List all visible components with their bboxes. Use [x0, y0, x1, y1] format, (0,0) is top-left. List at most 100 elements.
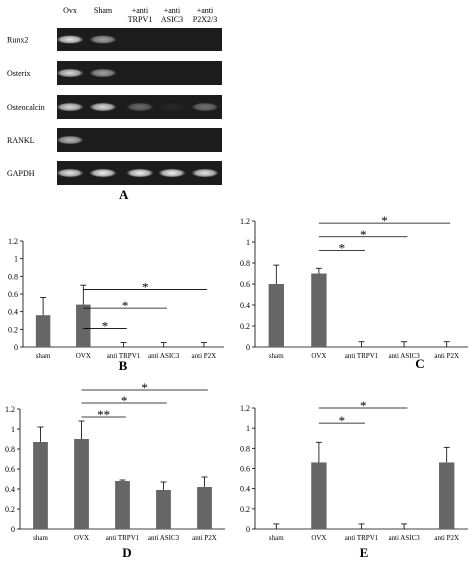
y-tick-label: 1 — [246, 424, 250, 433]
y-tick-label: 0.8 — [240, 259, 250, 268]
x-tick-label: sham — [36, 352, 51, 360]
y-tick-label: 0.6 — [240, 280, 250, 289]
x-tick-label: anti ASIC3 — [148, 534, 180, 542]
bar — [197, 487, 212, 529]
significance-marker: * — [360, 227, 367, 242]
y-tick-label: 0 — [11, 525, 15, 534]
gel-lane-label: +anti ASIC3 — [161, 6, 183, 24]
significance-marker: * — [339, 413, 346, 428]
gel-band — [191, 168, 219, 178]
chart-c: 0 0.2 0.4 0.6 0.8 1 1.2 sham OVX anti TRPV1 anti A… — [240, 213, 468, 371]
bar — [115, 481, 130, 529]
gel-band — [89, 102, 117, 112]
y-tick-label: 0.4 — [240, 301, 250, 310]
gel-band — [89, 35, 117, 44]
x-tick-label: anti TRPV1 — [107, 352, 141, 360]
x-tick-label: anti TRPV1 — [345, 352, 379, 360]
gel-band — [89, 168, 117, 178]
panel-letter: B — [119, 358, 128, 373]
x-tick-label: OVX — [76, 352, 91, 360]
gel-row-background — [57, 128, 222, 152]
bar — [74, 439, 89, 529]
gel-row-background — [57, 61, 222, 85]
bar — [311, 273, 327, 347]
panel-letter: E — [360, 545, 369, 560]
gel-band — [56, 135, 84, 145]
y-tick-label: 0.2 — [8, 325, 18, 334]
significance-marker: ** — [97, 407, 110, 422]
x-tick-label: OVX — [311, 534, 326, 542]
y-tick-label: 0.6 — [5, 465, 15, 474]
chart-d: 0 0.2 0.4 0.6 0.8 1 1.2 sham OVX anti TRPV1 anti A… — [5, 380, 225, 560]
chart-b: 0 0.2 0.4 0.6 0.8 1 1.2 sham OVX anti TRPV1 anti A… — [8, 237, 224, 373]
x-tick-label: sham — [269, 352, 284, 360]
bar — [33, 442, 48, 529]
significance-marker: * — [142, 280, 149, 295]
bar — [156, 490, 171, 529]
gel-image: Ovx Sham +anti TRPV1 +anti ASIC3 +anti P2X2/3 Ru… — [7, 6, 222, 185]
x-tick-label: anti P2X — [192, 352, 217, 360]
bar — [268, 284, 284, 347]
y-tick-label: 0.8 — [8, 272, 18, 281]
y-tick-label: 0.4 — [8, 308, 18, 317]
bar — [76, 304, 91, 347]
y-tick-label: 0.8 — [240, 444, 250, 453]
significance-marker: * — [102, 318, 109, 333]
gel-band — [56, 68, 84, 78]
gel-panel: Ovx Sham +anti TRPV1 +anti ASIC3 +anti P2X2/3 Ru… — [0, 0, 474, 210]
y-tick-label: 1 — [246, 238, 250, 247]
significance-marker: * — [339, 240, 346, 255]
gel-row-label: GAPDH — [7, 169, 35, 178]
x-tick-label: anti P2X — [434, 352, 459, 360]
y-tick-label: 0.2 — [240, 505, 250, 514]
y-tick-label: 0.6 — [8, 290, 18, 299]
gel-lane-label: +anti P2X2/3 — [193, 6, 217, 24]
gel-lane-label: Ovx — [63, 6, 77, 15]
gel-row-background — [57, 28, 222, 51]
gel-lane-label: Sham — [94, 6, 113, 15]
significance-marker: * — [381, 213, 388, 228]
y-tick-label: 1.2 — [240, 404, 250, 413]
gel-row-label: Osterix — [7, 69, 31, 78]
x-tick-label: anti TRPV1 — [106, 534, 140, 542]
gel-row-label: RANKL — [7, 136, 35, 145]
gel-lane-label: +anti TRPV1 — [128, 6, 152, 24]
significance-marker: * — [360, 398, 367, 413]
gel-band — [158, 102, 186, 112]
y-tick-label: 0.8 — [5, 445, 15, 454]
x-tick-label: OVX — [311, 352, 326, 360]
x-tick-label: anti P2X — [192, 534, 217, 542]
x-tick-label: anti TRPV1 — [345, 534, 379, 542]
gel-band — [89, 68, 117, 78]
significance-marker: * — [121, 393, 128, 408]
gel-band — [126, 168, 154, 178]
gel-row-label: Osteocalcin — [7, 103, 45, 112]
x-tick-label: sham — [269, 534, 284, 542]
y-tick-label: 1.2 — [8, 237, 18, 246]
gel-band — [191, 102, 219, 112]
y-tick-label: 1 — [14, 255, 18, 264]
x-tick-label: OVX — [74, 534, 89, 542]
panel-letter-a: A — [119, 187, 129, 202]
x-tick-label: anti P2X — [434, 534, 459, 542]
significance-marker: * — [122, 298, 129, 313]
y-tick-label: 1.2 — [240, 217, 250, 226]
y-tick-label: 0 — [14, 343, 18, 352]
y-tick-label: 0 — [246, 343, 250, 352]
gel-band — [126, 102, 154, 112]
panel-letter: D — [122, 545, 131, 560]
gel-row-label: Runx2 — [7, 36, 28, 45]
bar — [311, 462, 327, 529]
y-tick-label: 0.4 — [240, 485, 250, 494]
significance-marker: * — [141, 380, 148, 395]
y-tick-label: 1.2 — [5, 405, 15, 414]
bar — [35, 315, 51, 347]
bar — [439, 462, 455, 529]
gel-band — [56, 102, 84, 112]
x-tick-label: anti ASIC3 — [388, 534, 420, 542]
y-tick-label: 0.6 — [240, 465, 250, 474]
y-tick-label: 1 — [11, 425, 15, 434]
panel-letter: C — [415, 356, 424, 371]
y-tick-label: 0 — [246, 525, 250, 534]
x-tick-label: anti ASIC3 — [388, 352, 420, 360]
